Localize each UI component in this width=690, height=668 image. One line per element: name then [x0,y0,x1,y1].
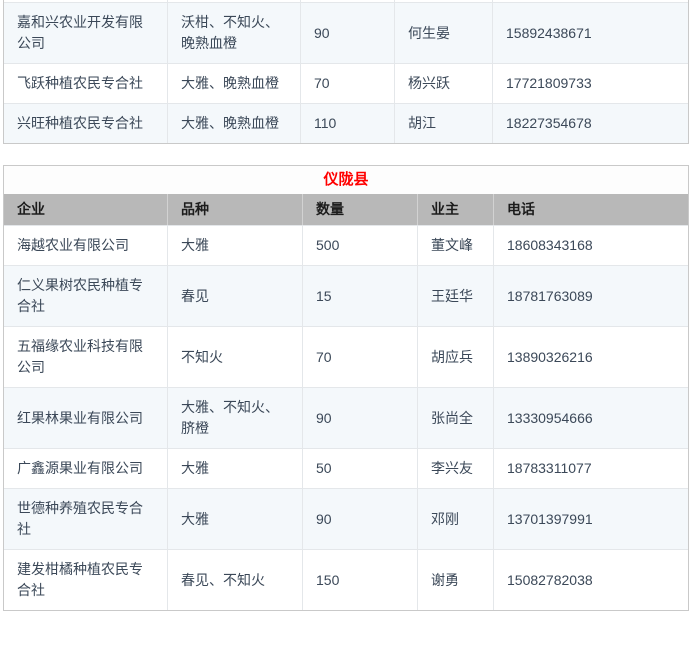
column-header-phone: 电话 [493,194,689,225]
quantity-cell: 50 [302,448,417,488]
column-header-quantity: 数量 [302,194,417,225]
cut-off-cell [300,0,394,2]
table-row: 嘉和兴农业开发有限公司 沃柑、不知火、晚熟血橙 90 何生晏 15892438671 [4,2,688,63]
owner-cell: 胡江 [394,103,492,143]
owner-cell: 董文峰 [417,225,493,265]
previous-county-table-body: 嘉和兴农业开发有限公司 沃柑、不知火、晚熟血橙 90 何生晏 15892438671 飞跃… [4,0,688,143]
variety-cell: 春见、不知火 [167,549,302,610]
county-title-row: 仪陇县 [4,166,689,194]
column-header-variety: 品种 [167,194,302,225]
company-cell: 建发柑橘种植农民专合社 [4,549,167,610]
yilong-county-table: 仪陇县 企业 品种 数量 业主 电话 海越农业有限公司 大雅 500 董文峰 186083431… [3,165,690,611]
table-row: 五福缘农业科技有限公司 不知火 70 胡应兵 13890326216 [4,326,689,387]
quantity-cell: 90 [302,488,417,549]
quantity-cell: 15 [302,265,417,326]
owner-cell: 邓刚 [417,488,493,549]
company-cell: 世德种养殖农民专合社 [4,488,167,549]
owner-cell: 杨兴跃 [394,63,492,103]
cut-off-cell [167,0,300,2]
directory-page: 嘉和兴农业开发有限公司 沃柑、不知火、晚熟血橙 90 何生晏 15892438671 飞跃… [3,0,690,611]
quantity-cell: 110 [300,103,394,143]
owner-cell: 胡应兵 [417,326,493,387]
owner-cell: 李兴友 [417,448,493,488]
variety-cell: 大雅 [167,225,302,265]
company-cell: 红果林果业有限公司 [4,387,167,448]
previous-county-table: 嘉和兴农业开发有限公司 沃柑、不知火、晚熟血橙 90 何生晏 15892438671 飞跃… [3,0,689,144]
county-title: 仪陇县 [4,166,689,194]
phone-cell: 17721809733 [492,63,688,103]
table-row: 飞跃种植农民专合社 大雅、晚熟血橙 70 杨兴跃 17721809733 [4,63,688,103]
owner-cell: 张尚全 [417,387,493,448]
table-row: 红果林果业有限公司 大雅、不知火、脐橙 90 张尚全 13330954666 [4,387,689,448]
cut-off-row [4,0,688,2]
quantity-cell: 70 [300,63,394,103]
table-row: 建发柑橘种植农民专合社 春见、不知火 150 谢勇 15082782038 [4,549,689,610]
company-cell: 五福缘农业科技有限公司 [4,326,167,387]
quantity-cell: 150 [302,549,417,610]
phone-cell: 18783311077 [493,448,689,488]
company-cell: 广鑫源果业有限公司 [4,448,167,488]
phone-cell: 13890326216 [493,326,689,387]
owner-cell: 王廷华 [417,265,493,326]
table-row: 仁义果树农民种植专合社 春见 15 王廷华 18781763089 [4,265,689,326]
variety-cell: 大雅、晚熟血橙 [167,63,300,103]
phone-cell: 13701397991 [493,488,689,549]
cut-off-cell [394,0,492,2]
company-cell: 兴旺种植农民专合社 [4,103,167,143]
quantity-cell: 90 [300,2,394,63]
table-row: 世德种养殖农民专合社 大雅 90 邓刚 13701397991 [4,488,689,549]
variety-cell: 大雅 [167,448,302,488]
variety-cell: 春见 [167,265,302,326]
cut-off-cell [492,0,688,2]
table-row: 广鑫源果业有限公司 大雅 50 李兴友 18783311077 [4,448,689,488]
variety-cell: 不知火 [167,326,302,387]
variety-cell: 大雅、不知火、脐橙 [167,387,302,448]
phone-cell: 18227354678 [492,103,688,143]
quantity-cell: 500 [302,225,417,265]
company-cell: 仁义果树农民种植专合社 [4,265,167,326]
quantity-cell: 70 [302,326,417,387]
variety-cell: 沃柑、不知火、晚熟血橙 [167,2,300,63]
company-cell: 海越农业有限公司 [4,225,167,265]
phone-cell: 13330954666 [493,387,689,448]
company-cell: 嘉和兴农业开发有限公司 [4,2,167,63]
phone-cell: 15082782038 [493,549,689,610]
variety-cell: 大雅 [167,488,302,549]
phone-cell: 18608343168 [493,225,689,265]
company-cell: 飞跃种植农民专合社 [4,63,167,103]
owner-cell: 何生晏 [394,2,492,63]
column-header-owner: 业主 [417,194,493,225]
yilong-county-table-body: 仪陇县 企业 品种 数量 业主 电话 海越农业有限公司 大雅 500 董文峰 186083431… [4,166,689,610]
variety-cell: 大雅、晚熟血橙 [167,103,300,143]
table-row: 兴旺种植农民专合社 大雅、晚熟血橙 110 胡江 18227354678 [4,103,688,143]
phone-cell: 18781763089 [493,265,689,326]
phone-cell: 15892438671 [492,2,688,63]
quantity-cell: 90 [302,387,417,448]
owner-cell: 谢勇 [417,549,493,610]
table-row: 海越农业有限公司 大雅 500 董文峰 18608343168 [4,225,689,265]
column-header-company: 企业 [4,194,167,225]
table-header-row: 企业 品种 数量 业主 电话 [4,194,689,225]
